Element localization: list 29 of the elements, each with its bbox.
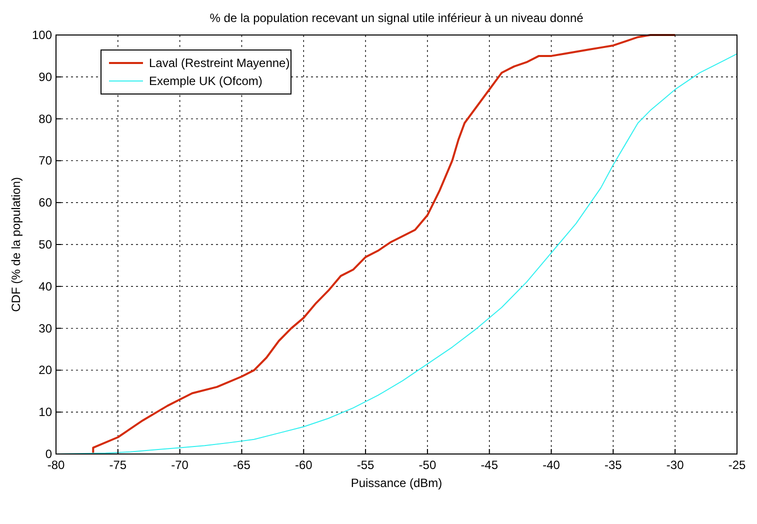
y-tick-label: 70 <box>38 154 52 168</box>
x-tick-label: -55 <box>356 458 375 472</box>
legend-label: Exemple UK (Ofcom) <box>149 74 262 88</box>
y-axis-title: CDF (% de la population) <box>9 177 23 312</box>
legend-label: Laval (Restreint Mayenne) <box>149 56 290 70</box>
chart-title: % de la population recevant un signal utile inférieur à un niveau donné <box>210 11 584 25</box>
y-tick-label: 40 <box>38 279 52 294</box>
x-tick-label: -25 <box>728 458 746 472</box>
y-tick-label: 60 <box>38 196 52 210</box>
y-tick-label: 30 <box>38 321 52 336</box>
y-tick-label: 10 <box>38 405 52 420</box>
y-tick-label: 0 <box>45 447 52 461</box>
line-series <box>92 34 676 455</box>
x-tick-label: -30 <box>666 458 684 472</box>
y-tick-label: 90 <box>38 70 52 84</box>
x-tick-label: -70 <box>171 458 189 472</box>
x-axis-title: Puissance (dBm) <box>350 476 442 490</box>
x-tick-label: -40 <box>542 458 560 472</box>
x-tick-label: -60 <box>294 458 313 472</box>
x-tick-label: -75 <box>109 458 127 472</box>
x-tick-label: -35 <box>604 458 622 472</box>
x-tick-label: -50 <box>418 458 436 472</box>
y-tick-label: 80 <box>38 112 52 126</box>
x-tick-label: -80 <box>47 458 65 472</box>
x-tick-label: -45 <box>480 458 498 472</box>
y-tick-label: 50 <box>38 238 52 252</box>
y-tick-label: 100 <box>32 28 52 42</box>
y-tick-label: 20 <box>38 363 52 378</box>
x-tick-label: -65 <box>233 458 251 472</box>
